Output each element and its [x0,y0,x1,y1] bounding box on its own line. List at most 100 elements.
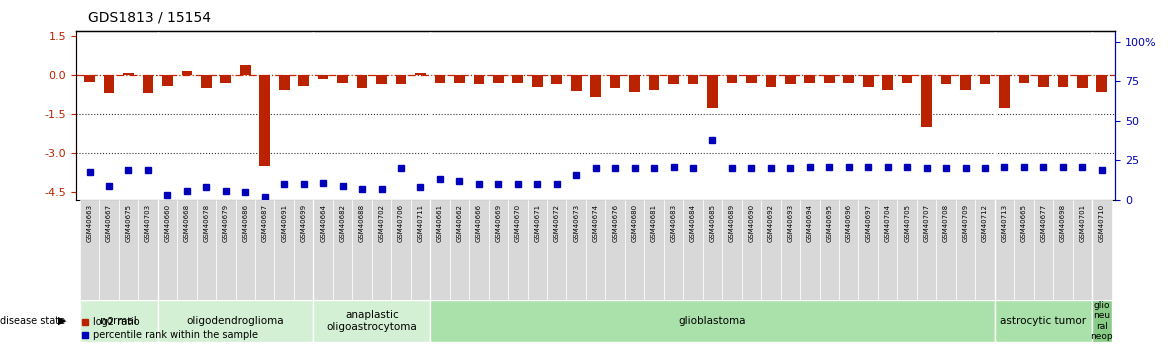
Text: GSM40690: GSM40690 [749,204,755,242]
Bar [975,200,995,300]
Bar [123,73,134,75]
Text: GSM40699: GSM40699 [300,204,307,242]
Text: GSM40697: GSM40697 [865,204,871,242]
Bar [858,200,878,300]
Bar [1014,200,1034,300]
Bar [531,75,543,87]
Bar [625,200,645,300]
Text: GSM40680: GSM40680 [632,204,638,242]
Bar [259,75,270,166]
Bar [493,75,503,83]
Bar [430,300,995,342]
Bar [239,65,251,75]
Bar [648,75,660,90]
Bar [1097,75,1107,92]
Bar [1072,200,1092,300]
Text: GSM40686: GSM40686 [242,204,249,242]
Text: GSM40689: GSM40689 [729,204,735,242]
Bar [785,75,795,85]
Bar [294,200,313,300]
Bar [318,75,328,79]
Text: GSM40705: GSM40705 [904,204,910,242]
Bar [298,75,310,86]
Bar [1092,200,1112,300]
Bar [902,75,912,83]
Bar [762,200,780,300]
Bar [586,200,605,300]
Bar [940,75,952,85]
Bar [995,300,1092,342]
Bar [1077,75,1087,88]
Bar [488,200,508,300]
Text: GSM40710: GSM40710 [1099,204,1105,242]
Text: GDS1813 / 15154: GDS1813 / 15154 [88,10,210,24]
Bar [411,200,430,300]
Text: GSM40694: GSM40694 [807,204,813,242]
Text: GSM40660: GSM40660 [165,204,171,242]
Text: GSM40661: GSM40661 [437,204,443,242]
Bar [707,75,718,108]
Bar [688,75,698,85]
Bar [645,200,663,300]
Bar [571,75,582,91]
Bar [843,75,854,83]
Text: GSM40671: GSM40671 [534,204,541,242]
Bar [917,200,937,300]
Text: GSM40682: GSM40682 [340,204,346,242]
Bar [800,200,820,300]
Text: GSM40674: GSM40674 [592,204,599,242]
Bar [79,300,158,342]
Bar [746,75,757,83]
Bar [897,200,917,300]
Text: GSM40664: GSM40664 [320,204,326,242]
Bar [99,200,119,300]
Text: GSM40692: GSM40692 [767,204,774,242]
Bar [1054,200,1072,300]
Bar [138,200,158,300]
Text: GSM40691: GSM40691 [281,204,287,242]
Bar [196,200,216,300]
Text: GSM40688: GSM40688 [359,204,366,242]
Text: GSM40670: GSM40670 [515,204,521,242]
Bar [470,200,488,300]
Bar [338,75,348,83]
Bar [1057,75,1069,87]
Bar [119,200,138,300]
Text: GSM40696: GSM40696 [846,204,851,242]
Bar [142,75,153,93]
Bar [922,75,932,127]
Text: GSM40673: GSM40673 [573,204,579,242]
Text: GSM40681: GSM40681 [651,204,658,242]
Text: GSM40678: GSM40678 [203,204,209,242]
Bar [1038,75,1049,87]
Bar [937,200,955,300]
Text: GSM40698: GSM40698 [1059,204,1066,242]
Bar [780,200,800,300]
Bar [353,200,371,300]
Bar [805,75,815,83]
Bar [236,200,255,300]
Text: GSM40677: GSM40677 [1041,204,1047,242]
Bar [547,200,566,300]
Bar [396,75,406,85]
Bar [703,200,722,300]
Bar [371,200,391,300]
Text: GSM40713: GSM40713 [1001,204,1008,242]
Bar [178,200,196,300]
Bar [376,75,387,85]
Bar [274,200,294,300]
Text: GSM40687: GSM40687 [262,204,267,242]
Bar [683,200,703,300]
Text: GSM40668: GSM40668 [183,204,190,242]
Bar [216,200,236,300]
Bar [1034,200,1054,300]
Text: GSM40703: GSM40703 [145,204,151,242]
Bar [279,75,290,90]
Bar [450,200,470,300]
Bar [882,75,894,90]
Bar [878,200,897,300]
Bar [221,75,231,83]
Bar [863,75,874,87]
Bar [508,200,528,300]
Text: astrocytic tumor: astrocytic tumor [1000,316,1086,326]
